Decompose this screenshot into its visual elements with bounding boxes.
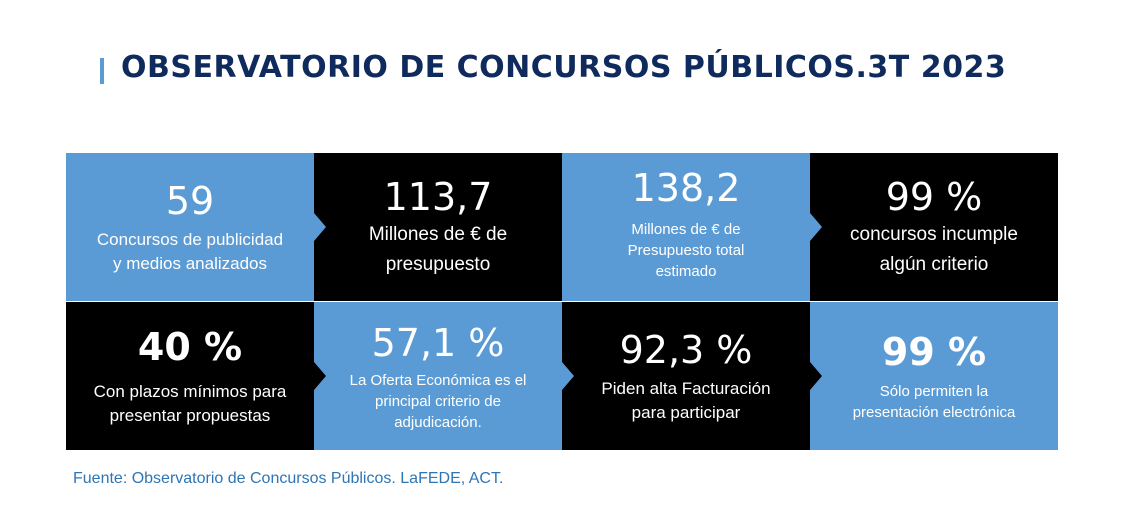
stat-tile-estimated-budget: 138,2 Millones de € de Presupuesto total… xyxy=(562,153,810,301)
stat-label: Piden alta Facturación para participar xyxy=(601,379,771,422)
arrow-right-icon xyxy=(562,362,574,390)
stat-value: 138,2 xyxy=(631,166,741,210)
stat-value: 59 xyxy=(165,179,215,223)
stat-value: 99 % xyxy=(885,175,983,219)
stat-label: Con plazos mínimos para presentar propue… xyxy=(93,382,287,425)
stat-value: 57,1 % xyxy=(371,320,505,365)
stat-label: Concursos de publicidad y medios analiza… xyxy=(96,230,284,273)
arrow-right-icon xyxy=(810,213,822,241)
stat-value: 113,7 xyxy=(383,175,493,219)
stat-label: Sólo permiten la presentación electrónic… xyxy=(852,383,1016,421)
arrow-right-icon xyxy=(314,213,326,241)
stats-grid: 59 Concursos de publicidad y medios anal… xyxy=(66,153,1058,450)
stat-tile-economic-offer: 57,1 % La Oferta Económica es el princip… xyxy=(314,302,562,450)
stat-tile-deadlines: 40 % Con plazos mínimos para presentar p… xyxy=(66,302,314,450)
arrow-right-icon xyxy=(314,362,326,390)
title-accent-bar xyxy=(100,58,104,84)
stat-tile-budget: 113,7 Millones de € de presupuesto xyxy=(314,153,562,301)
stat-value: 99 % xyxy=(881,330,987,374)
stat-tile-electronic: 99 % Sólo permiten la presentación elect… xyxy=(810,302,1058,450)
stat-label: Millones de € de Presupuesto total estim… xyxy=(627,221,745,280)
stat-value: 92,3 % xyxy=(619,328,753,372)
stat-tile-turnover: 92,3 % Piden alta Facturación para parti… xyxy=(562,302,810,450)
source-note: Fuente: Observatorio de Concursos Públic… xyxy=(73,470,504,487)
stat-value: 40 % xyxy=(137,325,243,369)
stat-tile-noncompliance: 99 % concursos incumple algún criterio xyxy=(810,153,1058,301)
stat-tile-contests: 59 Concursos de publicidad y medios anal… xyxy=(66,153,314,301)
page-title: OBSERVATORIO DE CONCURSOS PÚBLICOS.3T 20… xyxy=(121,50,1007,85)
arrow-right-icon xyxy=(810,362,822,390)
stat-label: concursos incumple algún criterio xyxy=(850,224,1018,275)
stat-label: Millones de € de presupuesto xyxy=(368,224,508,275)
stat-label: La Oferta Económica es el principal crit… xyxy=(349,371,527,431)
